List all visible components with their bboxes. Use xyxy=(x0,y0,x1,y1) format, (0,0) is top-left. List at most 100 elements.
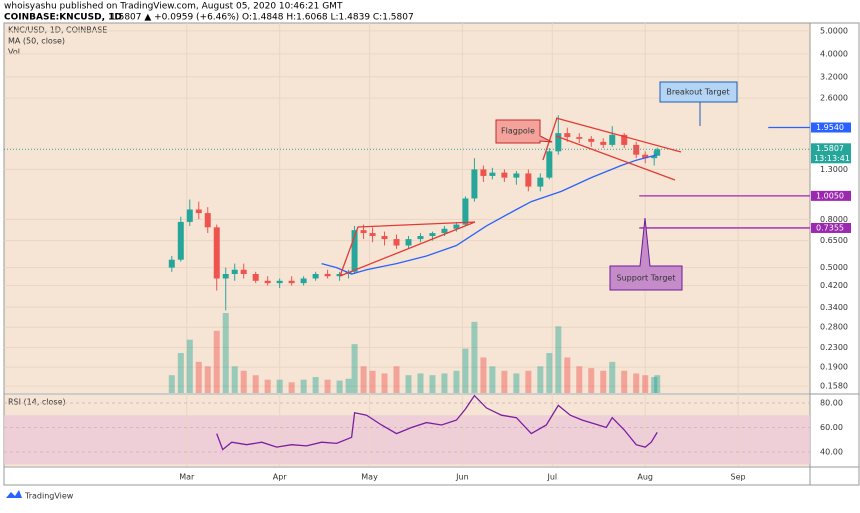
candle-body xyxy=(462,198,469,225)
x-tick-label: Sep xyxy=(731,473,746,482)
volume-bar xyxy=(654,375,661,393)
y-tick-label: 0.2300 xyxy=(820,343,848,352)
volume-bar xyxy=(222,313,229,393)
candle-body xyxy=(240,269,247,274)
flag-lower xyxy=(555,135,676,181)
volume-bar xyxy=(537,366,544,393)
candle-body xyxy=(312,273,319,279)
candle-body xyxy=(300,278,307,284)
countdown: 13:13:41 xyxy=(814,154,850,163)
level-label: 1.9540 xyxy=(816,123,844,132)
x-tick-label: Jun xyxy=(455,473,469,482)
candle-body xyxy=(204,213,211,228)
candle-body xyxy=(276,280,283,284)
publisher: whoisyashu published on TradingView.com,… xyxy=(4,2,343,12)
y-tick-label: 0.8000 xyxy=(820,215,848,224)
candle-body xyxy=(252,273,259,281)
x-tick-label: Jul xyxy=(546,473,557,482)
candle-body xyxy=(513,173,520,178)
volume-bar xyxy=(288,382,295,393)
y-tick-label: 0.6500 xyxy=(820,236,848,245)
volume-bar xyxy=(231,366,238,393)
volume-bar xyxy=(429,375,436,393)
y-tick-label: 4.0000 xyxy=(820,49,848,58)
support-callout xyxy=(609,217,683,291)
level-label: 0.7355 xyxy=(816,223,844,232)
volume-bar xyxy=(564,357,571,393)
candle-body xyxy=(600,141,607,145)
volume-bar xyxy=(312,377,319,393)
volume-bar xyxy=(642,375,649,393)
y-tick-label: 5.0000 xyxy=(820,26,848,35)
candle-body xyxy=(369,233,376,237)
volume-bar xyxy=(195,361,202,393)
y-tick-label: 0.4200 xyxy=(820,281,848,290)
y-tick-label: 0.1900 xyxy=(820,363,848,372)
volume-bar xyxy=(501,370,508,393)
volume-bar xyxy=(345,378,352,393)
quote: 1.5807 ▲ +0.0959 (+6.46%) O:1.4848 H:1.6… xyxy=(110,13,414,23)
candle-body xyxy=(651,156,658,159)
rsi-title: RSI (14, close) xyxy=(8,398,66,407)
candle-body xyxy=(633,144,640,155)
volume-bar xyxy=(621,370,628,393)
volume-bar xyxy=(336,380,343,393)
level-label: 1.0050 xyxy=(816,191,844,200)
volume-bar xyxy=(546,353,553,393)
candle-body xyxy=(588,138,595,142)
volume-bar xyxy=(417,373,424,393)
volume-bar xyxy=(300,379,307,393)
volume-bar xyxy=(186,339,193,393)
candle-body xyxy=(441,228,448,234)
volume-bar xyxy=(471,321,478,393)
candle-body xyxy=(405,239,412,246)
y-tick-label: 2.6000 xyxy=(820,94,848,103)
last-price-label: 1.5807 xyxy=(816,144,844,153)
flagpole-line xyxy=(542,117,558,161)
rsi-band xyxy=(4,415,810,465)
y-tick-label: 0.3400 xyxy=(820,303,848,312)
volume-bar xyxy=(351,344,358,393)
frame xyxy=(3,22,860,486)
candle-body xyxy=(453,224,460,229)
candle-body xyxy=(186,209,193,222)
volume-bar xyxy=(588,368,595,393)
flag-upper xyxy=(555,117,682,153)
candle-body xyxy=(576,137,583,139)
volume-bar xyxy=(480,357,487,393)
candle-body xyxy=(537,177,544,187)
symbol: COINBASE:KNCUSD, 1D xyxy=(4,13,122,23)
price-pane xyxy=(4,23,810,393)
candle-body xyxy=(621,134,628,145)
candle-body xyxy=(417,236,424,240)
x-tick-label: Apr xyxy=(273,473,288,482)
volume-bar xyxy=(513,373,520,393)
rsi-tick-label: 80.00 xyxy=(820,398,843,407)
volume-bar xyxy=(525,370,532,393)
candle-body xyxy=(546,151,553,178)
volume-bar xyxy=(600,370,607,393)
candle-body xyxy=(195,209,202,214)
support-label: Support Target xyxy=(617,274,676,283)
y-tick-label: 0.1580 xyxy=(820,382,848,391)
candle-body xyxy=(489,172,496,176)
volume-bar xyxy=(213,330,220,393)
volume-bar xyxy=(264,379,271,393)
candle-body xyxy=(555,133,562,152)
candle-body xyxy=(393,239,400,246)
y-tick-label: 0.5000 xyxy=(820,263,848,272)
candle-body xyxy=(324,273,331,277)
volume-bar xyxy=(555,326,562,393)
volume-bar xyxy=(489,366,496,393)
flagpole-callout xyxy=(495,119,553,144)
level-tag xyxy=(811,122,851,133)
candle-body xyxy=(525,173,532,187)
volume-bar xyxy=(393,366,400,393)
level-tag xyxy=(811,190,851,201)
ma-line xyxy=(321,154,658,275)
y-tick-label: 3.2000 xyxy=(820,72,848,81)
volume-bar xyxy=(609,361,616,393)
candle-body xyxy=(480,169,487,176)
y-tick-label: 1.3000 xyxy=(820,165,848,174)
plot: Mar Apr May Jun Jul Aug Sep 0.1580 0.1900 0.2300 0… xyxy=(4,23,851,482)
